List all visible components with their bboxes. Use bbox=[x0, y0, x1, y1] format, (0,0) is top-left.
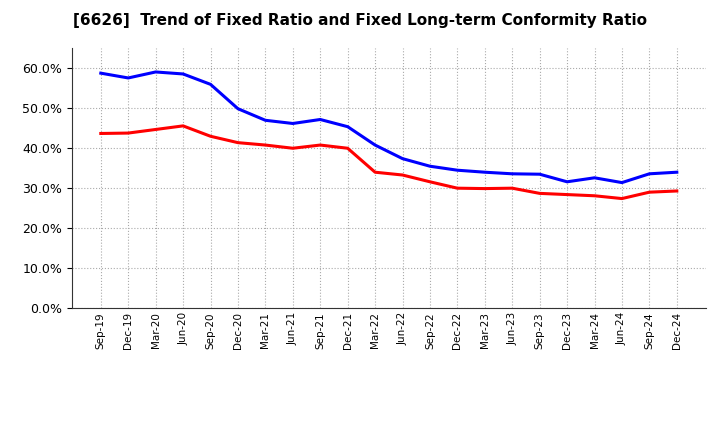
Fixed Ratio bbox=[233, 106, 242, 111]
Fixed Ratio bbox=[618, 180, 626, 185]
Fixed Ratio bbox=[289, 121, 297, 126]
Fixed Long-term Conformity Ratio bbox=[289, 146, 297, 151]
Line: Fixed Long-term Conformity Ratio: Fixed Long-term Conformity Ratio bbox=[101, 126, 677, 198]
Fixed Ratio bbox=[316, 117, 325, 122]
Fixed Long-term Conformity Ratio bbox=[618, 196, 626, 201]
Fixed Ratio bbox=[96, 70, 105, 76]
Fixed Ratio bbox=[261, 117, 270, 123]
Fixed Long-term Conformity Ratio bbox=[536, 191, 544, 196]
Fixed Long-term Conformity Ratio bbox=[206, 134, 215, 139]
Fixed Ratio bbox=[206, 82, 215, 87]
Fixed Ratio bbox=[179, 71, 187, 77]
Fixed Ratio bbox=[343, 124, 352, 129]
Fixed Long-term Conformity Ratio bbox=[453, 186, 462, 191]
Fixed Ratio bbox=[590, 175, 599, 180]
Fixed Long-term Conformity Ratio bbox=[261, 143, 270, 148]
Fixed Ratio bbox=[398, 156, 407, 161]
Fixed Ratio bbox=[371, 143, 379, 148]
Fixed Long-term Conformity Ratio bbox=[590, 193, 599, 198]
Fixed Long-term Conformity Ratio bbox=[124, 130, 132, 136]
Fixed Long-term Conformity Ratio bbox=[151, 127, 160, 132]
Fixed Long-term Conformity Ratio bbox=[179, 123, 187, 128]
Fixed Ratio bbox=[124, 75, 132, 81]
Fixed Long-term Conformity Ratio bbox=[96, 131, 105, 136]
Fixed Long-term Conformity Ratio bbox=[645, 190, 654, 195]
Fixed Long-term Conformity Ratio bbox=[672, 188, 681, 194]
Fixed Long-term Conformity Ratio bbox=[343, 146, 352, 151]
Fixed Ratio bbox=[645, 171, 654, 176]
Fixed Ratio bbox=[536, 172, 544, 177]
Text: [6626]  Trend of Fixed Ratio and Fixed Long-term Conformity Ratio: [6626] Trend of Fixed Ratio and Fixed Lo… bbox=[73, 13, 647, 28]
Fixed Long-term Conformity Ratio bbox=[316, 143, 325, 148]
Fixed Long-term Conformity Ratio bbox=[480, 186, 489, 191]
Fixed Long-term Conformity Ratio bbox=[426, 179, 434, 184]
Line: Fixed Ratio: Fixed Ratio bbox=[101, 72, 677, 183]
Fixed Ratio bbox=[151, 70, 160, 75]
Fixed Ratio bbox=[563, 179, 572, 184]
Fixed Long-term Conformity Ratio bbox=[398, 172, 407, 178]
Fixed Long-term Conformity Ratio bbox=[563, 192, 572, 197]
Fixed Long-term Conformity Ratio bbox=[233, 140, 242, 145]
Fixed Ratio bbox=[480, 169, 489, 175]
Fixed Ratio bbox=[508, 171, 516, 176]
Fixed Ratio bbox=[453, 168, 462, 173]
Fixed Long-term Conformity Ratio bbox=[508, 186, 516, 191]
Fixed Long-term Conformity Ratio bbox=[371, 169, 379, 175]
Fixed Ratio bbox=[672, 169, 681, 175]
Fixed Ratio bbox=[426, 164, 434, 169]
